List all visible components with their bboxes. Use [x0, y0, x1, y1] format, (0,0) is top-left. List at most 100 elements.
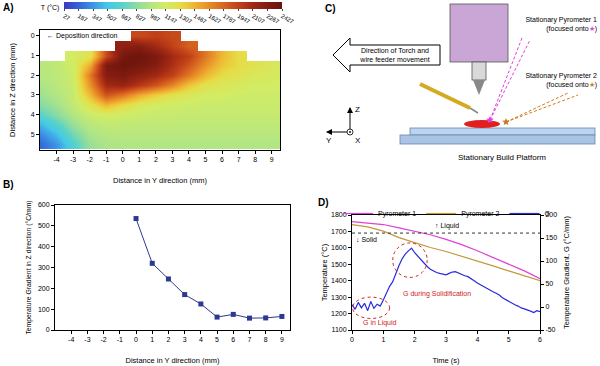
svg-text:Stationary Pyrometer 2: Stationary Pyrometer 2	[525, 72, 597, 80]
svg-text:1307: 1307	[178, 13, 193, 25]
svg-text:Pyrometer 2: Pyrometer 2	[461, 210, 499, 218]
svg-text:347: 347	[91, 13, 103, 24]
svg-text:0: 0	[121, 156, 125, 163]
svg-text:100: 100	[38, 306, 50, 313]
svg-text:8: 8	[264, 336, 268, 343]
svg-text:1787: 1787	[222, 13, 237, 25]
svg-text:Temperature Gradient, G (°C/mm: Temperature Gradient, G (°C/mm)	[562, 215, 571, 329]
svg-text:2427: 2427	[280, 13, 295, 25]
svg-text:1100: 1100	[332, 326, 347, 333]
svg-text:0: 0	[545, 303, 549, 310]
svg-text:↓ Solid: ↓ Solid	[356, 236, 377, 243]
svg-text:Time (s): Time (s)	[432, 356, 460, 365]
svg-text:4: 4	[475, 336, 479, 343]
svg-text:0: 0	[350, 336, 354, 343]
svg-text:-2: -2	[87, 156, 93, 163]
svg-text:0: 0	[46, 326, 50, 333]
svg-text:A): A)	[3, 2, 14, 13]
svg-text:-3: -3	[70, 156, 76, 163]
svg-text:Distance in Z direction (mm): Distance in Z direction (mm)	[8, 43, 17, 137]
svg-text:1627: 1627	[207, 13, 222, 25]
svg-text:1: 1	[31, 52, 35, 59]
svg-text:4: 4	[199, 336, 203, 343]
svg-text:-2: -2	[101, 336, 107, 343]
svg-text:Distance in Y direction (mm): Distance in Y direction (mm)	[126, 356, 220, 365]
svg-text:50: 50	[545, 280, 553, 287]
svg-text:2: 2	[31, 72, 35, 79]
svg-text:8: 8	[253, 156, 257, 163]
svg-text:507: 507	[106, 13, 118, 24]
svg-text:-3: -3	[84, 336, 90, 343]
svg-text:7: 7	[237, 156, 241, 163]
svg-text:-4: -4	[68, 336, 74, 343]
svg-text:1800: 1800	[331, 211, 347, 218]
svg-text:wire feeder movement: wire feeder movement	[359, 56, 429, 63]
svg-text:100: 100	[545, 257, 557, 264]
svg-text:2: 2	[154, 156, 158, 163]
svg-text:2107: 2107	[251, 13, 266, 25]
svg-text:← Deposition direction: ← Deposition direction	[47, 32, 118, 40]
svg-text:500: 500	[38, 222, 50, 229]
svg-text:2: 2	[166, 336, 170, 343]
svg-text:3: 3	[444, 336, 448, 343]
svg-text:1: 1	[381, 336, 385, 343]
svg-text:1467: 1467	[193, 13, 208, 25]
svg-text:9: 9	[270, 156, 274, 163]
svg-text:(focused onto★): (focused onto★)	[546, 81, 597, 89]
svg-text:-1: -1	[103, 156, 109, 163]
svg-text:1500: 1500	[331, 261, 347, 268]
svg-text:200: 200	[38, 285, 50, 292]
svg-text:2267: 2267	[265, 13, 280, 25]
svg-text:B): B)	[3, 179, 14, 190]
svg-text:187: 187	[77, 13, 89, 24]
svg-text:(focused onto★): (focused onto★)	[546, 25, 597, 33]
svg-text:-1: -1	[117, 336, 123, 343]
svg-text:4: 4	[187, 156, 191, 163]
svg-text:Pyrometer 1: Pyrometer 1	[378, 210, 416, 218]
svg-text:T (°C): T (°C)	[41, 4, 60, 12]
svg-text:4: 4	[31, 111, 35, 118]
svg-text:1947: 1947	[236, 13, 251, 25]
svg-text:27: 27	[62, 13, 71, 22]
svg-text:1: 1	[150, 336, 154, 343]
svg-text:1147: 1147	[164, 13, 179, 25]
svg-text:5: 5	[204, 156, 208, 163]
svg-text:1: 1	[137, 156, 141, 163]
svg-text:Temperature Gradient in Z dire: Temperature Gradient in Z direction (°C/…	[25, 200, 33, 334]
svg-text:1700: 1700	[331, 228, 347, 235]
svg-text:150: 150	[545, 234, 557, 241]
svg-text:0: 0	[134, 336, 138, 343]
svg-text:Y: Y	[326, 136, 332, 145]
svg-text:Temperature (°C): Temperature (°C)	[320, 243, 329, 301]
svg-text:3: 3	[170, 156, 174, 163]
svg-text:667: 667	[120, 13, 132, 24]
svg-text:Distance in Y direction (mm): Distance in Y direction (mm)	[113, 176, 207, 185]
svg-text:6: 6	[220, 156, 224, 163]
svg-text:D): D)	[318, 197, 329, 208]
svg-text:300: 300	[38, 264, 50, 271]
svg-text:3: 3	[183, 336, 187, 343]
svg-text:-4: -4	[53, 156, 59, 163]
svg-text:827: 827	[135, 13, 147, 24]
svg-text:G during Solidification: G during Solidification	[403, 290, 471, 298]
svg-text:Direction of Torch and: Direction of Torch and	[361, 47, 429, 54]
svg-text:2: 2	[413, 336, 417, 343]
svg-text:6: 6	[538, 336, 542, 343]
svg-text:5: 5	[215, 336, 219, 343]
svg-text:600: 600	[38, 201, 50, 208]
svg-text:987: 987	[149, 13, 161, 24]
svg-text:3: 3	[31, 91, 35, 98]
svg-text:G: G	[544, 210, 549, 217]
svg-text:0: 0	[31, 32, 35, 39]
svg-text:C): C)	[325, 3, 336, 14]
svg-text:-50: -50	[545, 326, 555, 333]
svg-text:1200: 1200	[331, 310, 347, 317]
svg-text:Z: Z	[355, 105, 360, 114]
svg-text:X: X	[355, 136, 361, 145]
svg-text:Stationary Build Platform: Stationary Build Platform	[458, 153, 546, 162]
svg-text:7: 7	[248, 336, 252, 343]
svg-text:Stationary Pyrometer 1: Stationary Pyrometer 1	[525, 16, 597, 24]
svg-text:5: 5	[31, 131, 35, 138]
svg-text:1400: 1400	[331, 277, 347, 284]
svg-text:↑ Liquid: ↑ Liquid	[435, 222, 459, 230]
